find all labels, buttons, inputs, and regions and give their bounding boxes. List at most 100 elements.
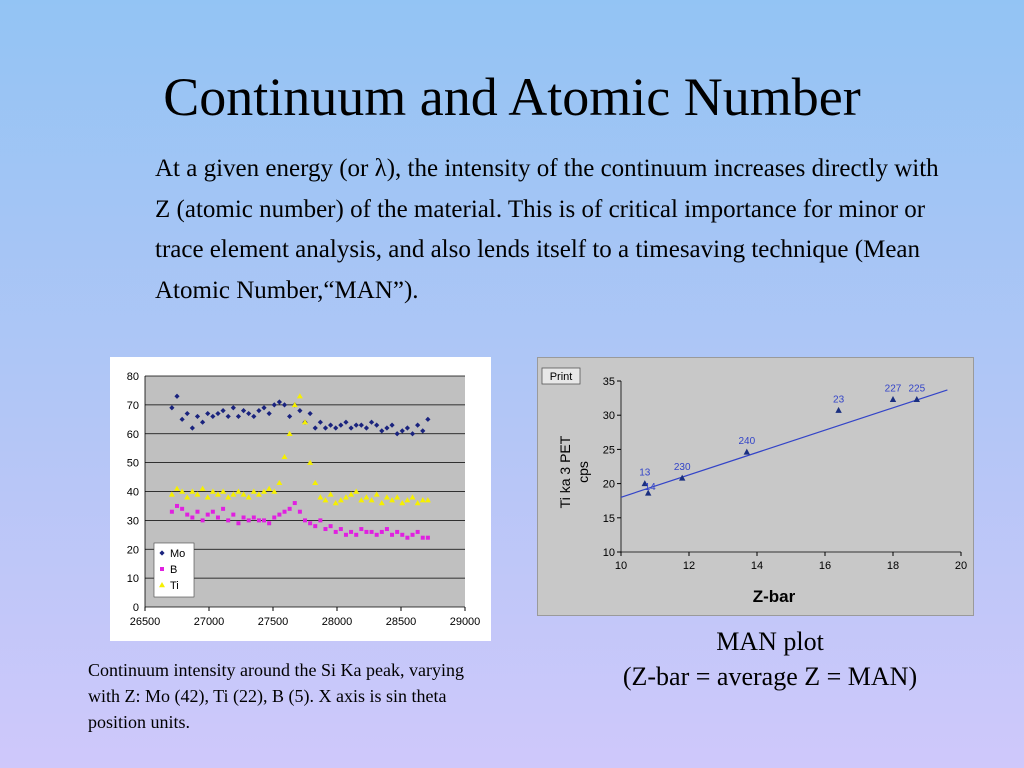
- legend-marker-b: [160, 567, 164, 571]
- point-label: 23: [833, 394, 845, 405]
- point-label: 227: [885, 383, 902, 394]
- caption-man-line1: MAN plot: [716, 627, 824, 656]
- y-tick-label: 30: [603, 410, 615, 422]
- data-point-mo: [389, 422, 395, 428]
- x-tick-label: 12: [683, 560, 695, 572]
- x-axis-label: Z-bar: [753, 587, 796, 606]
- point-label: 225: [908, 383, 925, 394]
- data-point-ti: [296, 393, 303, 399]
- continuum-intensity-chart: 0 10 20 30 40 50 60 70 80 26500 27000 27500 28000 285…: [110, 357, 491, 641]
- x-tick-label: 20: [955, 560, 967, 572]
- y-tick-label: 50: [127, 458, 139, 470]
- data-point-b: [313, 524, 318, 529]
- data-point-ti: [389, 497, 396, 503]
- data-point-b: [226, 518, 231, 523]
- data-point-ti: [255, 491, 262, 497]
- data-point-ti: [240, 491, 247, 497]
- data-point-b: [282, 509, 287, 514]
- data-point-b: [384, 527, 389, 532]
- body-paragraph: At a given energy (or λ), the intensity …: [155, 155, 939, 304]
- y-tick-label: 20: [127, 544, 139, 556]
- y-axis-label-line2: cps: [575, 461, 591, 483]
- x-tick-label: 27500: [258, 616, 289, 628]
- data-point: [913, 395, 920, 402]
- fit-line: [620, 389, 948, 498]
- data-point-b: [277, 512, 282, 517]
- data-point-b: [256, 518, 261, 523]
- data-point-mo: [404, 425, 410, 431]
- data-point-ti: [281, 453, 288, 460]
- data-point-mo: [271, 402, 277, 408]
- x-tick-label: 16: [819, 560, 831, 572]
- data-point-mo: [179, 416, 185, 422]
- data-point-b: [241, 515, 246, 520]
- data-point-ti: [189, 488, 196, 494]
- data-point-mo: [368, 419, 375, 425]
- data-point-mo: [394, 431, 400, 437]
- data-point-b: [349, 529, 354, 534]
- y-tick-label: 10: [603, 547, 615, 559]
- data-point-mo: [200, 419, 206, 425]
- man-plot-svg: Print 10 15 20 25 30 35 10 12 14 16 18 20 Z-bar Ti ka …: [541, 367, 967, 606]
- data-point-ti: [337, 497, 344, 503]
- data-point-ti: [179, 488, 186, 494]
- x-tick-label: 10: [615, 560, 627, 572]
- slide-title: Continuum and Atomic Number: [163, 67, 861, 127]
- data-point-ti: [363, 494, 370, 500]
- data-point-ti: [383, 494, 390, 500]
- data-point-b: [420, 535, 425, 540]
- data-point-ti: [261, 488, 268, 494]
- y-tick-label: 25: [603, 444, 615, 456]
- point-label: 240: [738, 436, 755, 447]
- y-tick-label: 15: [603, 513, 615, 525]
- data-point-b: [292, 501, 297, 506]
- data-point-ti: [327, 491, 334, 497]
- data-point-b: [410, 532, 415, 537]
- data-point: [889, 395, 897, 402]
- data-point-b: [318, 518, 323, 523]
- data-point-b: [343, 532, 348, 537]
- data-point-ti: [353, 488, 360, 494]
- data-point-ti: [286, 430, 293, 436]
- caption-man-plot: MAN plot (Z-bar = average Z = MAN): [605, 624, 935, 694]
- data-point-b: [354, 532, 359, 537]
- data-point-b: [333, 529, 338, 534]
- data-point-b: [236, 521, 241, 526]
- data-point-mo: [399, 428, 405, 434]
- data-point-ti: [322, 497, 329, 503]
- data-point-b: [374, 532, 379, 537]
- data-point-ti: [271, 488, 278, 494]
- data-point-b: [359, 527, 364, 532]
- x-tick-label: 28500: [386, 616, 417, 628]
- data-point-b: [390, 532, 395, 537]
- data-point-b: [323, 527, 328, 532]
- x-tick-label: 14: [751, 560, 763, 572]
- data-point-ti: [220, 488, 227, 494]
- data-point-ti: [378, 500, 385, 506]
- data-point-ti: [230, 491, 237, 497]
- data-point-b: [190, 515, 195, 520]
- data-point-ti: [250, 488, 257, 494]
- data-point-ti: [332, 500, 339, 506]
- data-point-b: [262, 518, 267, 523]
- data-point-b: [405, 535, 410, 540]
- caption-man-line2: (Z-bar = average Z = MAN): [622, 662, 918, 691]
- data-point-ti: [214, 491, 221, 497]
- point-label: 230: [674, 462, 691, 473]
- data-point-b: [185, 512, 190, 517]
- print-button[interactable]: [541, 367, 581, 385]
- data-point-ti: [276, 479, 283, 486]
- data-point: [743, 448, 750, 455]
- data-point-ti: [373, 491, 380, 497]
- data-point-ti: [358, 497, 365, 503]
- data-point-ti: [424, 497, 431, 503]
- data-point-b: [272, 515, 277, 520]
- data-point-b: [169, 509, 174, 514]
- data-point-ti: [225, 494, 232, 500]
- data-point-mo: [425, 416, 431, 422]
- data-point: [835, 406, 842, 413]
- data-point-ti: [302, 419, 308, 425]
- legend-label-b: B: [170, 564, 177, 576]
- legend-label-ti: Ti: [170, 580, 179, 592]
- data-point-ti: [317, 494, 324, 500]
